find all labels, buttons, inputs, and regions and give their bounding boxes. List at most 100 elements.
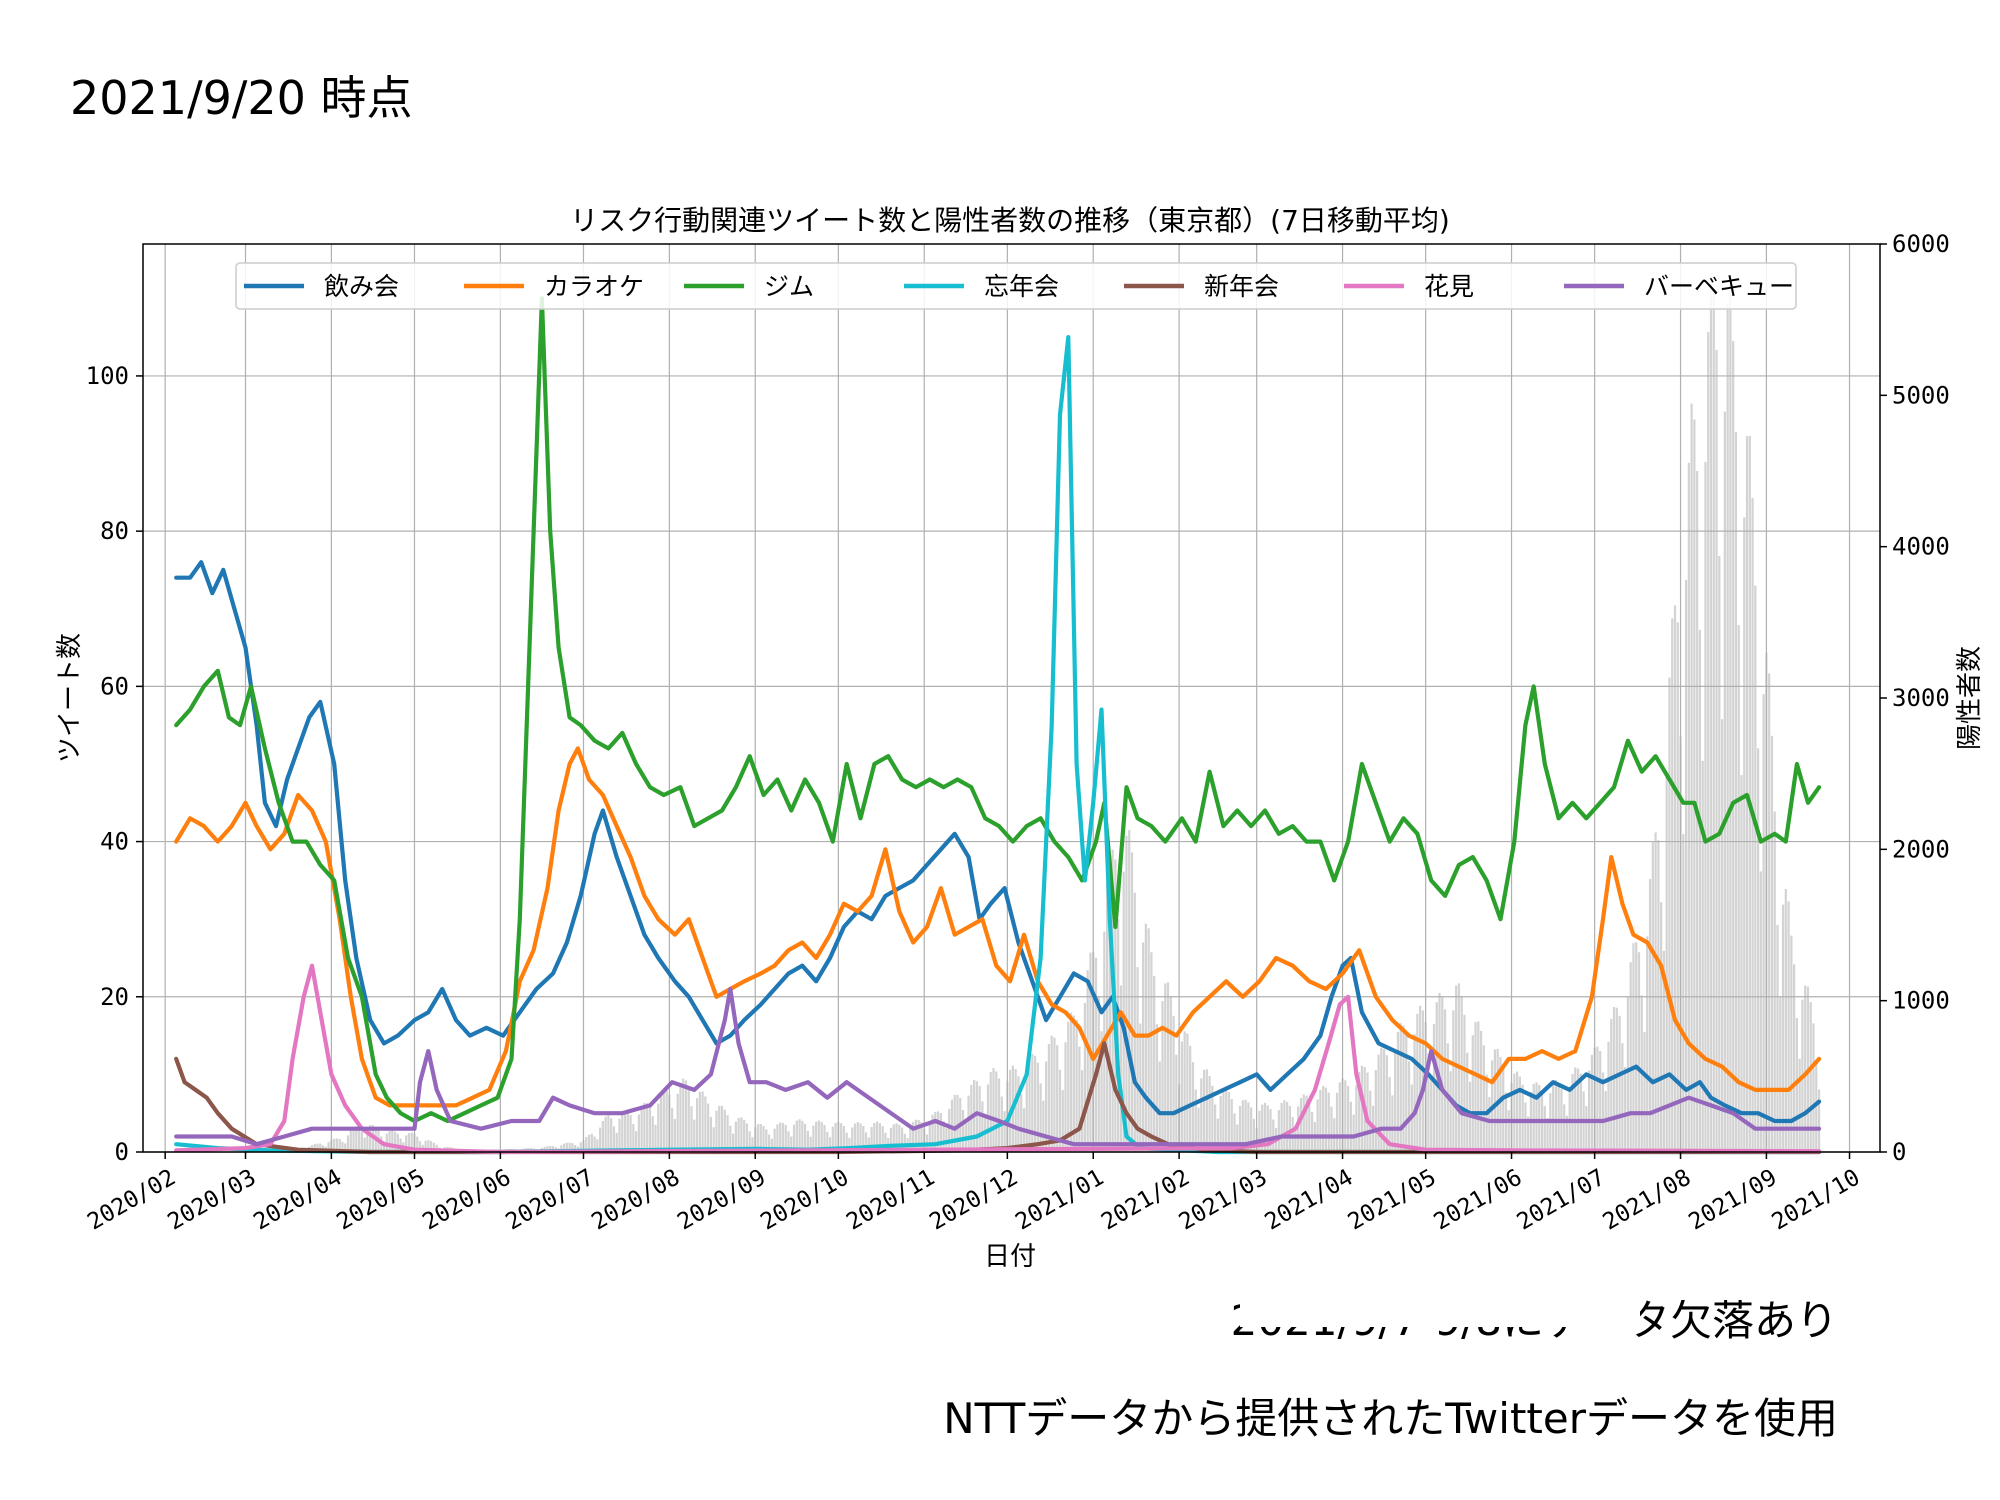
series-line-ジム	[174, 296, 1822, 1124]
case-bar	[1067, 1021, 1070, 1152]
case-bar	[1349, 1101, 1352, 1152]
case-bar	[1189, 1045, 1192, 1152]
case-bar	[1225, 1087, 1228, 1152]
case-bar	[1588, 1070, 1591, 1152]
case-bar	[360, 1131, 363, 1152]
case-bar	[1053, 1037, 1056, 1152]
case-bar	[1521, 1084, 1524, 1152]
case-bar	[820, 1122, 823, 1152]
case-bar	[1405, 1033, 1408, 1152]
case-bar	[1208, 1076, 1211, 1152]
case-bar	[604, 1116, 607, 1152]
case-bar	[1632, 943, 1635, 1152]
case-bar	[1768, 673, 1771, 1152]
case-bar	[1751, 498, 1754, 1152]
case-bar	[355, 1126, 358, 1152]
case-bar	[640, 1106, 643, 1152]
case-bar	[1565, 1115, 1569, 1152]
case-bar	[333, 1138, 336, 1152]
case-bar	[349, 1130, 352, 1152]
case-bar	[1025, 1074, 1028, 1152]
case-bar	[416, 1136, 419, 1152]
case-bar	[1709, 273, 1713, 1152]
case-bar	[618, 1118, 621, 1152]
case-bar	[1130, 852, 1134, 1152]
x-tick-label: 2021/04	[1261, 1165, 1358, 1236]
case-bar	[1297, 1106, 1300, 1152]
case-bar	[623, 1110, 627, 1152]
case-bar	[1798, 1058, 1801, 1152]
case-bar	[900, 1127, 904, 1152]
case-bar	[396, 1133, 399, 1152]
case-bar	[1543, 1105, 1546, 1152]
case-bar	[762, 1126, 765, 1152]
case-bar	[759, 1124, 762, 1152]
case-bar	[1045, 1061, 1048, 1152]
case-bar	[1612, 1006, 1616, 1152]
case-bar	[1200, 1078, 1203, 1152]
case-bar	[1020, 1093, 1023, 1152]
case-bar	[889, 1127, 893, 1152]
y2-tick-label: 3000	[1892, 684, 1950, 712]
case-bar	[1682, 834, 1685, 1152]
case-bar	[1394, 1051, 1397, 1152]
case-bar	[992, 1068, 995, 1152]
case-bar	[1546, 1118, 1549, 1152]
case-bar	[601, 1120, 604, 1152]
case-bar	[1441, 997, 1444, 1152]
case-bar	[1374, 1070, 1377, 1152]
case-bar	[995, 1071, 998, 1152]
case-bar	[815, 1121, 818, 1152]
series-line-バーベキュー	[174, 986, 1822, 1147]
case-bar	[1236, 1124, 1239, 1152]
x-tick-label: 2021/10	[1768, 1165, 1865, 1236]
case-bar	[671, 1107, 674, 1152]
case-bar	[1128, 830, 1131, 1152]
case-bar	[549, 1145, 552, 1152]
case-bar	[695, 1098, 699, 1152]
case-bar	[731, 1133, 735, 1152]
x-tick-label: 2020/04	[249, 1165, 346, 1236]
case-bar	[1133, 892, 1136, 1152]
case-bar	[1635, 942, 1638, 1152]
case-bar	[1571, 1073, 1574, 1152]
case-bar	[936, 1111, 940, 1152]
case-bar	[801, 1120, 804, 1152]
case-bar	[546, 1146, 549, 1152]
case-bar	[1322, 1085, 1325, 1152]
case-bar	[615, 1132, 618, 1152]
case-bar	[790, 1136, 793, 1152]
case-bar	[876, 1121, 879, 1152]
case-bar	[1626, 996, 1630, 1152]
case-bar	[1770, 735, 1774, 1152]
case-bar	[1557, 1082, 1560, 1152]
case-bar	[1715, 349, 1718, 1152]
case-bar	[1358, 1072, 1361, 1152]
case-bar	[806, 1131, 809, 1152]
case-bar	[1563, 1104, 1566, 1152]
case-bar	[1272, 1119, 1275, 1152]
case-bar	[673, 1118, 677, 1152]
case-bar	[967, 1095, 970, 1152]
x-tick-label: 2020/10	[756, 1165, 853, 1236]
case-bar	[748, 1131, 751, 1152]
case-bar	[1072, 1015, 1075, 1152]
x-tick-label: 2021/01	[1011, 1165, 1108, 1236]
case-bar	[1720, 719, 1724, 1152]
case-bar	[1042, 1100, 1045, 1152]
note-occluder	[1240, 1255, 1640, 1327]
case-bar	[1147, 928, 1150, 1152]
case-bar	[1535, 1082, 1538, 1152]
case-bar	[1056, 1045, 1059, 1152]
case-bar	[862, 1125, 865, 1152]
case-bar	[942, 1121, 945, 1152]
case-bar	[834, 1122, 837, 1152]
case-bar	[579, 1142, 582, 1152]
case-bar	[1654, 832, 1657, 1152]
case-bar	[335, 1138, 339, 1152]
case-bar	[1308, 1099, 1311, 1152]
case-bar	[1502, 1069, 1505, 1152]
case-bar	[784, 1125, 787, 1152]
legend-label: 花見	[1424, 272, 1474, 301]
case-bar	[1064, 1042, 1067, 1152]
